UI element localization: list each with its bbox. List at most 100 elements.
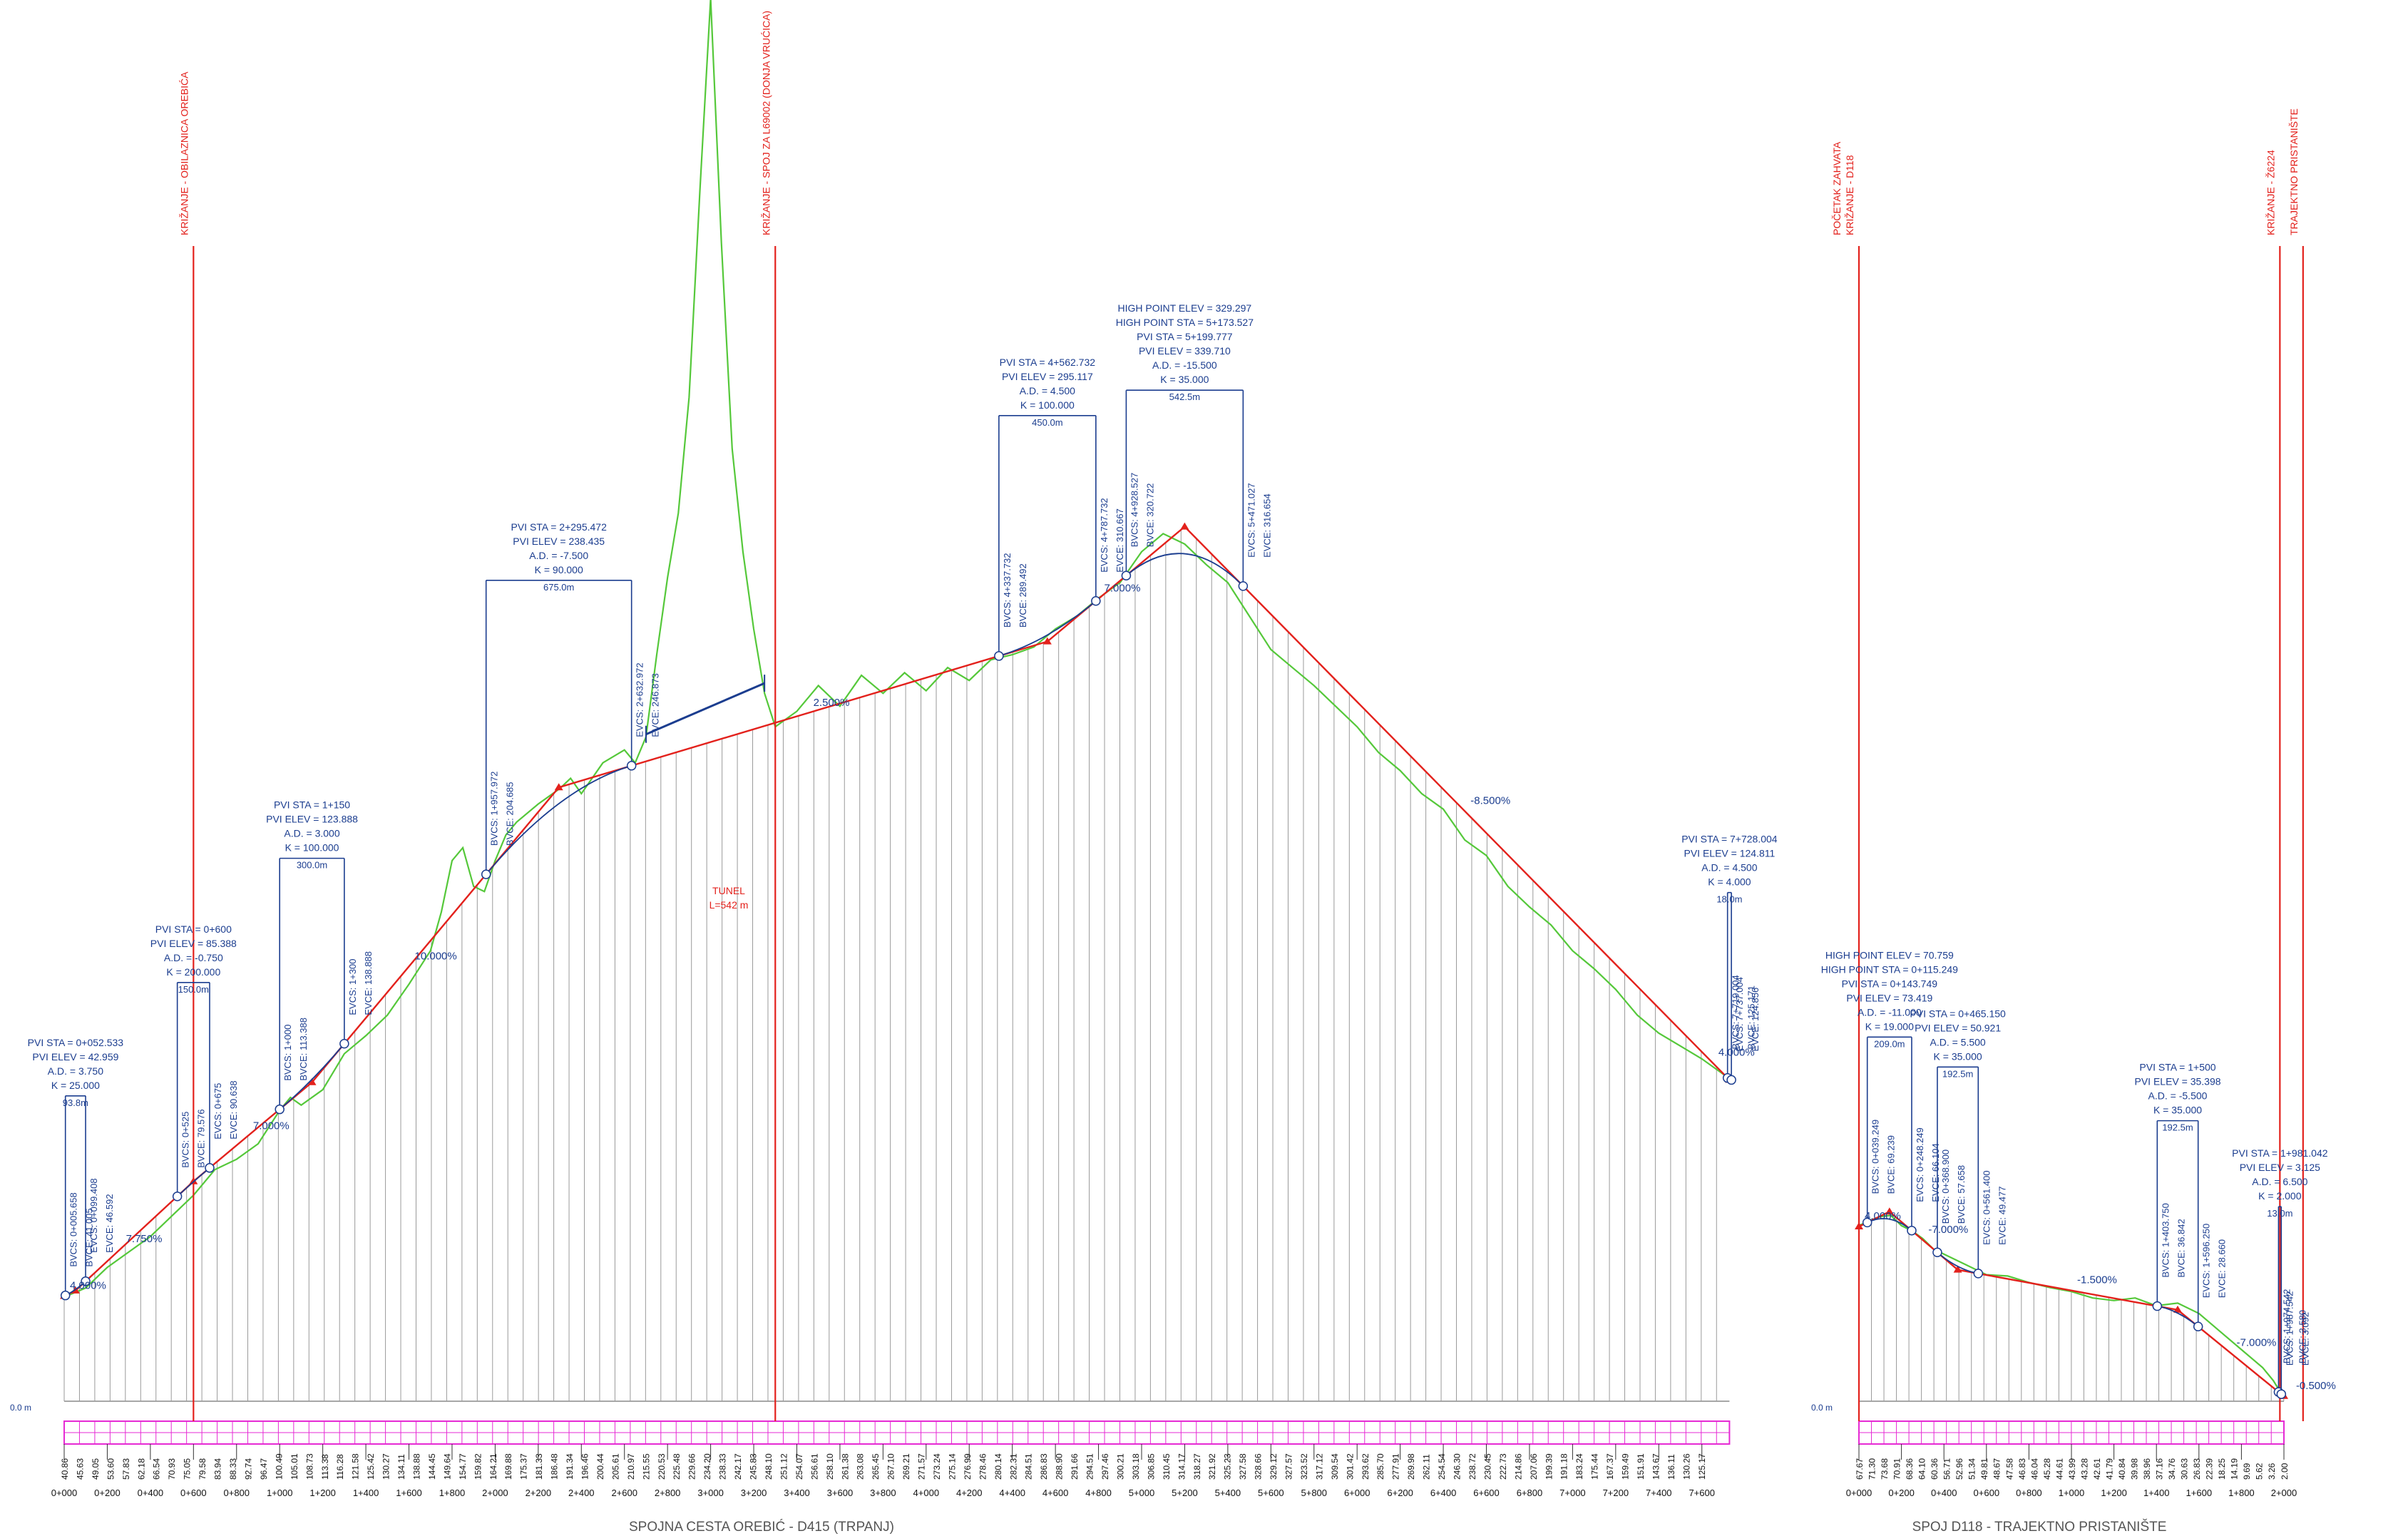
pvi-info-line-second: PVI STA = 0+465.150 bbox=[1910, 1008, 2006, 1019]
station-label-main: 0+600 bbox=[180, 1488, 207, 1498]
elevation-label-main: 169.88 bbox=[503, 1453, 513, 1480]
pvi-info-line-second: PVI STA = 1+981.042 bbox=[2232, 1147, 2328, 1159]
curve-station-label-second: BVCS: 1+403.750 bbox=[2160, 1203, 2171, 1277]
pvi-info-line-main: PVI ELEV = 42.959 bbox=[32, 1051, 118, 1063]
grade-label-main: 7.000% bbox=[1105, 583, 1141, 595]
pvi-info-line-main: PVI STA = 7+728.004 bbox=[1681, 834, 1778, 845]
elevation-label-main: 263.08 bbox=[856, 1453, 866, 1480]
elevation-label-main: 276.99 bbox=[963, 1453, 973, 1480]
curve-length-label-second: 192.5m bbox=[2162, 1122, 2193, 1133]
station-label-main: 5+400 bbox=[1215, 1488, 1241, 1498]
elevation-label-main: 273.24 bbox=[932, 1453, 942, 1480]
station-label-main: 5+800 bbox=[1301, 1488, 1328, 1498]
grade-label-second: -0.500% bbox=[2296, 1380, 2336, 1392]
elevation-label-main: 144.45 bbox=[427, 1453, 437, 1480]
crossing-label-second: KRIŽANJE - Ž6224 bbox=[2265, 150, 2276, 235]
elevation-label-main: 210.97 bbox=[626, 1453, 636, 1480]
elevation-label-main: 306.85 bbox=[1146, 1453, 1156, 1480]
vertical-curve-main bbox=[279, 1043, 345, 1110]
tunnel-length: L=542 m bbox=[709, 899, 749, 911]
curve-station-label-main: BVCE: 204.685 bbox=[505, 782, 516, 846]
elevation-label-main: 301.42 bbox=[1345, 1453, 1355, 1480]
curve-station-label-second: BVCS: 0+368.900 bbox=[1940, 1150, 1951, 1224]
elevation-label-main: 138.88 bbox=[411, 1453, 421, 1480]
elevation-label-main: 53.60 bbox=[106, 1458, 116, 1480]
curve-station-label-main: BVCS: 4+928.527 bbox=[1129, 473, 1139, 547]
tunnel-name: TUNEL bbox=[712, 885, 745, 896]
elevation-label-main: 222.73 bbox=[1498, 1453, 1508, 1480]
station-label-second: 0+600 bbox=[1974, 1488, 2000, 1498]
crossing-label-main: KRIŽANJE - OBILAZNICA OREBIĆA bbox=[178, 71, 190, 235]
elevation-label-main: 300.21 bbox=[1115, 1453, 1125, 1480]
vertical-curve-main bbox=[1125, 553, 1244, 587]
curve-station-label-main: EVCE: 138.888 bbox=[363, 951, 374, 1015]
station-label-main: 0+800 bbox=[224, 1488, 250, 1498]
elevation-label-main: 286.83 bbox=[1039, 1453, 1049, 1480]
curve-station-label-main: BVCS: 0+525 bbox=[180, 1112, 191, 1168]
elevation-label-main: 238.72 bbox=[1467, 1453, 1477, 1480]
elevation-label-second: 43.99 bbox=[2067, 1458, 2077, 1480]
curve-station-label-main: BVCE: 125.171 bbox=[1746, 985, 1757, 1050]
curve-station-label-main: BVCS: 1+957.972 bbox=[489, 772, 500, 846]
pvi-marker-second bbox=[1953, 1265, 1962, 1273]
curve-station-label-second: BVCE: 57.658 bbox=[1956, 1165, 1967, 1224]
evc-marker-main bbox=[205, 1163, 215, 1173]
elevation-label-main: 164.21 bbox=[488, 1453, 498, 1480]
elevation-label-main: 238.33 bbox=[718, 1453, 728, 1480]
pvi-marker-main bbox=[307, 1077, 317, 1085]
grade-label-second: -7.000% bbox=[1928, 1224, 1968, 1236]
elevation-label-main: 242.17 bbox=[733, 1453, 743, 1480]
elevation-label-main: 215.55 bbox=[641, 1453, 651, 1480]
pvi-info-line-main: K = 100.000 bbox=[1020, 399, 1075, 411]
elevation-label-second: 2.00 bbox=[2280, 1463, 2290, 1480]
curve-station-label-main: BVCS: 4+337.732 bbox=[1002, 553, 1013, 627]
crossing-label-second: KRIŽANJE - D118 bbox=[1844, 155, 1855, 235]
elevation-label-main: 329.12 bbox=[1269, 1453, 1279, 1480]
pvi-info-line-main: PVI ELEV = 85.388 bbox=[150, 938, 237, 949]
elevation-label-second: 41.79 bbox=[2104, 1458, 2114, 1480]
evc-marker-main bbox=[339, 1038, 349, 1049]
station-label-main: 1+000 bbox=[267, 1488, 293, 1498]
curve-station-label-main: EVCE: 46.592 bbox=[104, 1194, 115, 1252]
pvi-info-line-main: PVI STA = 5+199.777 bbox=[1137, 331, 1233, 342]
elevation-label-main: 130.26 bbox=[1681, 1453, 1691, 1480]
curve-length-label-main: 150.0m bbox=[178, 984, 209, 995]
station-label-main: 0+000 bbox=[51, 1488, 78, 1498]
pvi-info-line-main: A.D. = 3.750 bbox=[48, 1065, 103, 1077]
elevation-label-second: 22.39 bbox=[2205, 1458, 2215, 1480]
curve-station-label-second: EVCE: 66.104 bbox=[1930, 1143, 1941, 1202]
elevation-label-main: 225.48 bbox=[672, 1453, 682, 1480]
hatch-layer bbox=[63, 529, 2285, 1402]
pvi-info-line-main: K = 90.000 bbox=[535, 564, 583, 575]
station-label-main: 3+800 bbox=[870, 1488, 896, 1498]
elevation-label-main: 143.67 bbox=[1651, 1453, 1661, 1480]
elevation-label-main: 327.58 bbox=[1238, 1453, 1248, 1480]
grade-line-main bbox=[63, 525, 1731, 1297]
grade-label-main: -8.500% bbox=[1470, 795, 1510, 807]
station-label-main: 7+400 bbox=[1646, 1488, 1672, 1498]
curve-length-label-second: 13.0m bbox=[2267, 1208, 2292, 1219]
elevation-label-main: 207.06 bbox=[1529, 1453, 1539, 1480]
bvc-marker-main bbox=[172, 1191, 183, 1202]
bvc-marker-main bbox=[60, 1290, 71, 1301]
pvi-info-line-main: K = 100.000 bbox=[285, 842, 339, 854]
curve-station-label-second: EVCS: 1+596.250 bbox=[2201, 1224, 2212, 1298]
elevation-label-main: 175.44 bbox=[1590, 1453, 1600, 1480]
pvi-info-line-second: K = 2.000 bbox=[2258, 1190, 2302, 1202]
pvi-info-line-second: K = 19.000 bbox=[1865, 1020, 1914, 1032]
profile-title-main: SPOJNA CESTA OREBIĆ - D415 (TRPANJ) bbox=[629, 1519, 894, 1535]
bvc-marker-second bbox=[2152, 1301, 2163, 1311]
pvi-info-line-main: K = 25.000 bbox=[51, 1080, 100, 1091]
grade-label-main: 7.000% bbox=[253, 1120, 290, 1132]
pvi-info-line-second: HIGH POINT STA = 0+115.249 bbox=[1821, 963, 1958, 975]
elevation-label-main: 149.64 bbox=[442, 1453, 452, 1480]
elevation-label-main: 62.18 bbox=[136, 1458, 146, 1480]
station-label-main: 6+600 bbox=[1473, 1488, 1500, 1498]
elevation-label-second: 49.81 bbox=[1979, 1458, 1989, 1480]
grade-label-main: 4.000% bbox=[70, 1279, 106, 1291]
terrain-line-second bbox=[1858, 1214, 2285, 1396]
terrain-layer bbox=[63, 0, 2285, 1396]
curve-station-label-main: EVCE: 124.856 bbox=[1750, 988, 1761, 1052]
elevation-label-second: 3.26 bbox=[2267, 1463, 2277, 1480]
